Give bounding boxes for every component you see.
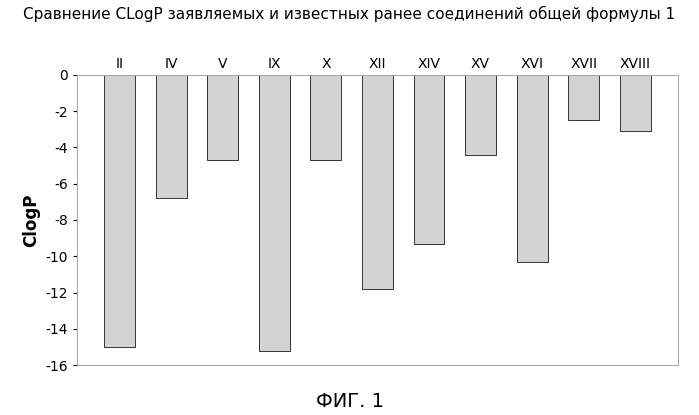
Bar <box>104 75 135 347</box>
Bar <box>568 75 599 120</box>
Bar <box>620 75 651 131</box>
Bar <box>414 75 445 244</box>
Bar <box>517 75 547 262</box>
Bar <box>465 75 496 155</box>
Bar <box>362 75 393 289</box>
Y-axis label: ClogP: ClogP <box>22 193 40 247</box>
Bar <box>259 75 290 351</box>
Bar <box>208 75 238 160</box>
Text: Сравнение CLogP заявляемых и известных ранее соединений общей формулы 1: Сравнение CLogP заявляемых и известных р… <box>24 6 675 22</box>
Bar <box>310 75 341 160</box>
Bar <box>156 75 187 198</box>
Text: ФИГ. 1: ФИГ. 1 <box>315 392 384 411</box>
